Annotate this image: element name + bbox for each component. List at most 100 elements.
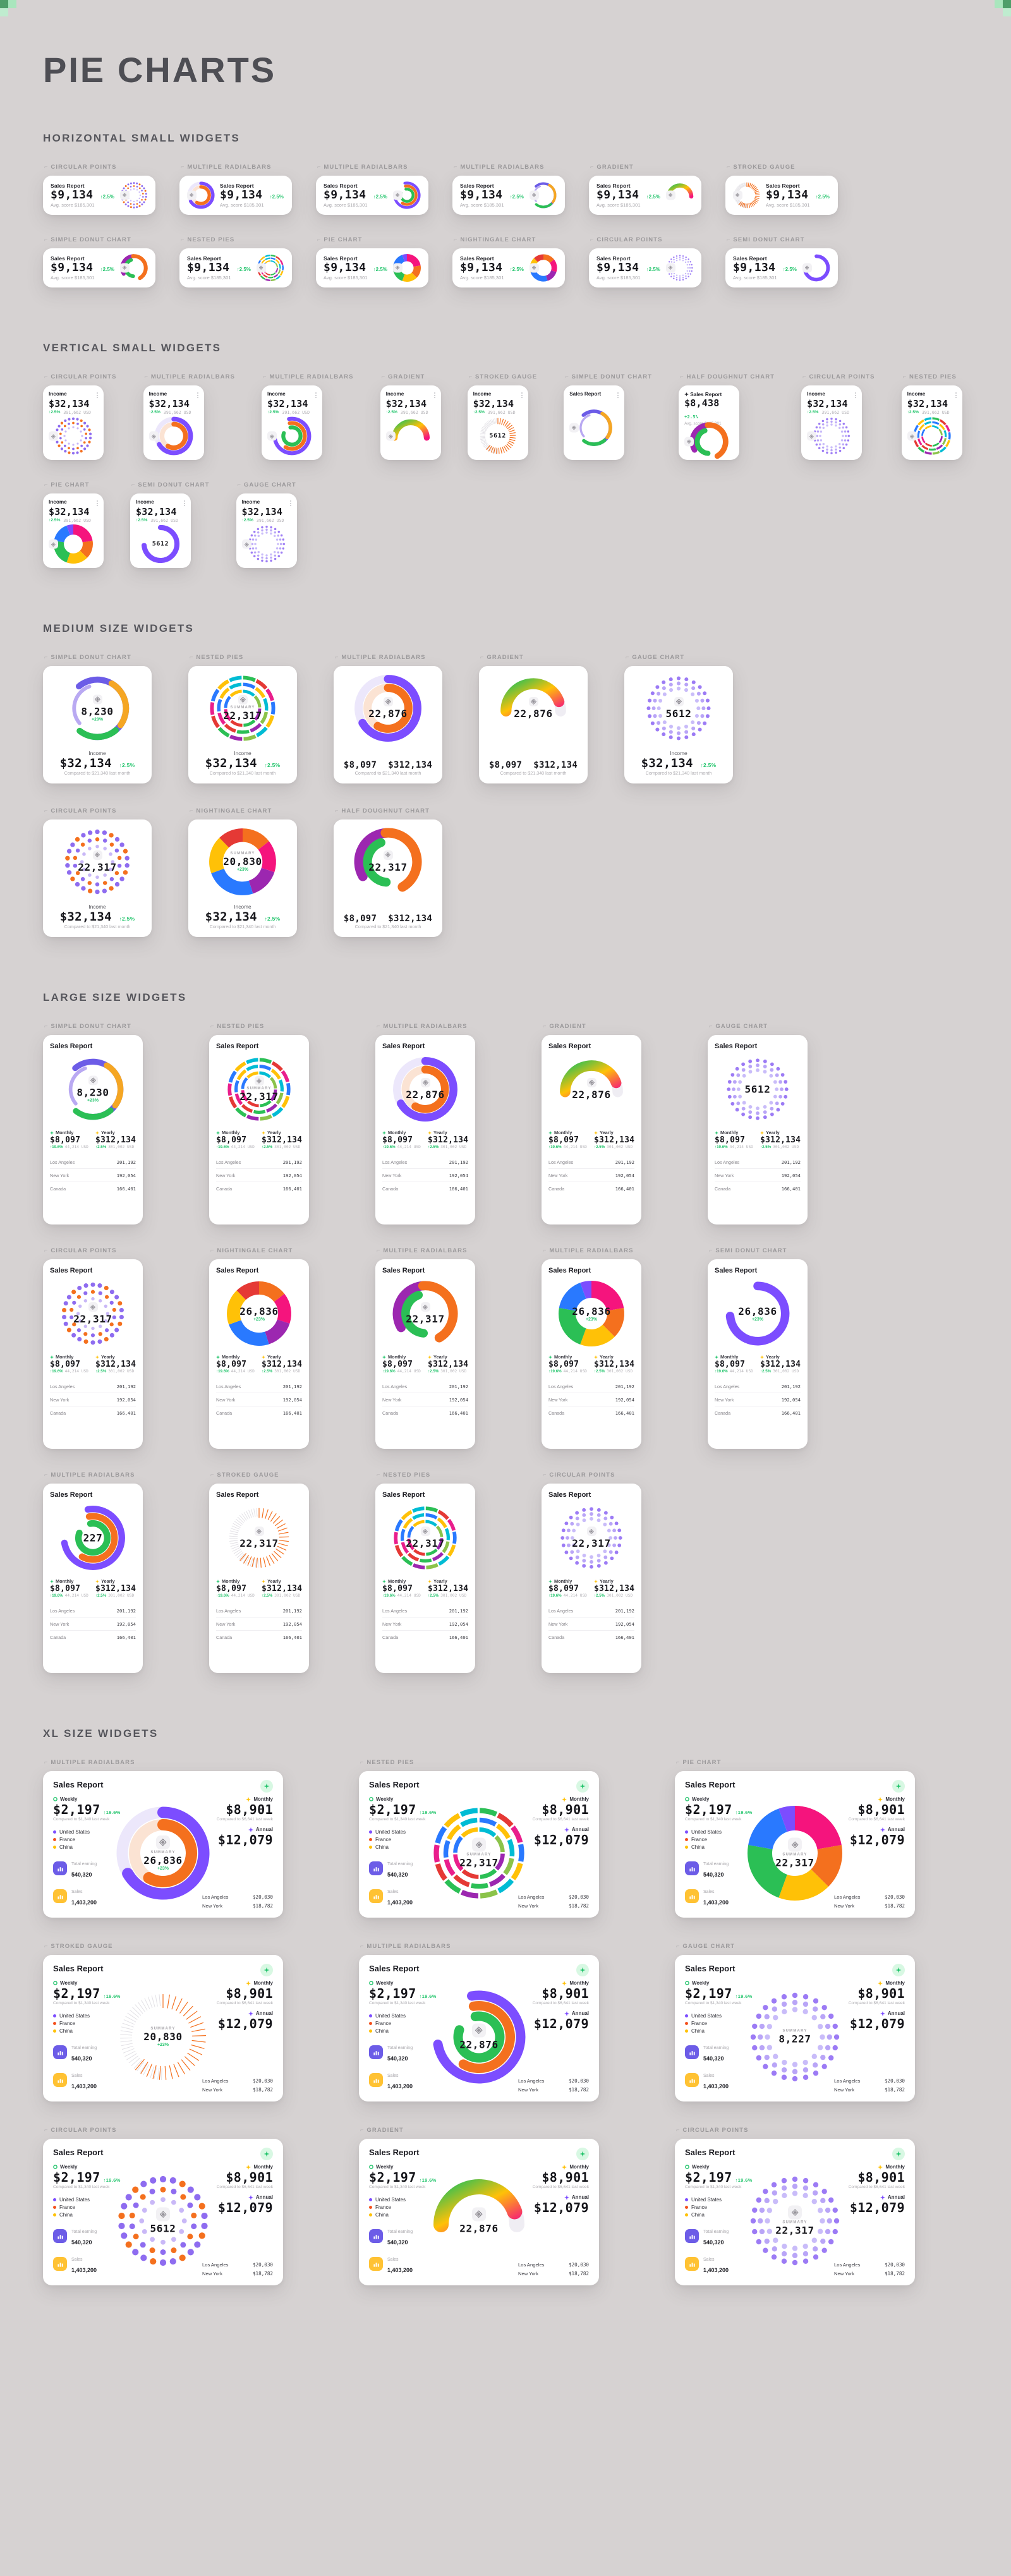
widget-type-label: NIGHTINGALE CHART: [454, 236, 565, 243]
add-icon[interactable]: [892, 1964, 905, 1976]
large-card[interactable]: Sales Report 22,317 Monthly $8,097 ↑19.6…: [375, 1259, 475, 1449]
xl-card[interactable]: Sales Report Weekly $2,197 ↑19.6% Compare…: [359, 1771, 599, 1918]
chart-center-value: 5612: [152, 540, 169, 548]
horizontal-small-card[interactable]: Sales Report $9,134 ↑2.5% Avg. score $18…: [316, 248, 428, 287]
vertical-small-card[interactable]: Income $32,134 ↑2.5% 391,662 USD: [380, 385, 441, 460]
horizontal-small-card[interactable]: Sales Report $9,134 ↑2.5% Avg. score $18…: [179, 248, 292, 287]
horizontal-small-card[interactable]: Sales Report $9,134 ↑2.5% Avg. score $18…: [725, 248, 838, 287]
medium-card[interactable]: 22,317 $8,097 $312,134 Compared to $21,3…: [334, 819, 442, 937]
large-card[interactable]: Sales Report 26,836 +23% Monthly $8,097 …: [209, 1259, 309, 1449]
large-card[interactable]: Sales Report 22,317 Monthly $8,097 ↑19.6…: [375, 1484, 475, 1673]
vertical-small-card[interactable]: Income $32,134 ↑2.5% 391,662 USD: [143, 385, 204, 460]
add-icon[interactable]: [576, 1780, 589, 1793]
medium-card[interactable]: 5612 Income $32,134 ↑2.5% Compared to $2…: [624, 666, 733, 783]
vertical-small-card[interactable]: Income $32,134 ↑2.5% 391,662 USD 5612: [467, 385, 528, 460]
horizontal-small-card[interactable]: Sales Report $9,134 ↑2.5% Avg. score $18…: [589, 248, 701, 287]
kpi-subtitle: Compared to $1,340 last week: [685, 1817, 742, 1822]
large-card[interactable]: Sales Report 8,230 +23% Monthly $8,097 ↑…: [43, 1035, 143, 1225]
row-value: 166,401: [282, 1185, 302, 1192]
xl-card[interactable]: Sales Report Weekly $2,197 ↑19.6% Compare…: [675, 1955, 915, 2101]
overflow-menu-icon[interactable]: [97, 499, 98, 506]
add-icon[interactable]: [260, 1780, 273, 1793]
add-icon[interactable]: [892, 2148, 905, 2160]
kpi-subtitle: Compared to $6,641 last week: [848, 1817, 905, 1822]
medium-card[interactable]: SUMMARY 22,317 Income $32,134 ↑2.5% Comp…: [188, 666, 297, 783]
large-card[interactable]: Sales Report 26,836 +23% Monthly $8,097 …: [708, 1259, 808, 1449]
horizontal-small-card[interactable]: Sales Report $9,134 ↑2.5% Avg. score $18…: [589, 176, 701, 215]
medium-card[interactable]: 8,230 +23% Income $32,134 ↑2.5% Compared…: [43, 666, 152, 783]
table-row: Canada 166,401: [382, 1631, 468, 1643]
overflow-menu-icon[interactable]: [197, 391, 198, 398]
kpi-split: Monthly $8,097 ↑19.6% 44,214 USD Yearly $…: [216, 1578, 302, 1598]
overflow-menu-icon[interactable]: [955, 391, 957, 398]
add-icon[interactable]: [576, 2148, 589, 2160]
medium-card[interactable]: 22,876 $8,097 $312,134 Compared to $21,3…: [334, 666, 442, 783]
horizontal-small-card[interactable]: Sales Report $9,134 ↑2.5% Avg. score $18…: [452, 248, 565, 287]
overflow-menu-icon[interactable]: [184, 499, 185, 506]
medium-card[interactable]: SUMMARY 20,830 +23% Income $32,134 ↑2.5%…: [188, 819, 297, 937]
widget-type-label: MULTIPLE RADIALBARS: [360, 1943, 599, 1950]
overflow-menu-icon[interactable]: [315, 391, 317, 398]
overflow-menu-icon[interactable]: [433, 391, 435, 398]
vertical-small-card[interactable]: Income $32,134 ↑2.5% 391,662 USD: [801, 385, 863, 460]
add-icon[interactable]: [576, 1964, 589, 1976]
vertical-small-card[interactable]: Income $32,134 ↑2.5% 391,662 USD: [43, 385, 104, 460]
large-card[interactable]: Sales Report 26,836 +23% Monthly $8,097 …: [542, 1259, 641, 1449]
large-card[interactable]: Sales Report 22,317 Monthly $8,097 ↑19.6…: [542, 1484, 641, 1673]
vertical-small-card[interactable]: ✦ Sales Report $8,438 +2.5% Avg. score $…: [679, 385, 740, 460]
row-label: New York: [202, 1902, 223, 1909]
xl-card[interactable]: Sales Report Weekly $2,197 ↑19.6% Compare…: [43, 1771, 283, 1918]
medium-card[interactable]: 22,317 Income $32,134 ↑2.5% Compared to …: [43, 819, 152, 937]
horizontal-small-card[interactable]: Sales Report $9,134 ↑2.5% Avg. score $18…: [43, 176, 155, 215]
vertical-small-card[interactable]: Income $32,134 ↑2.5% 391,662 USD: [236, 493, 297, 568]
xl-card[interactable]: Sales Report Weekly $2,197 ↑19.6% Compare…: [359, 2139, 599, 2285]
horizontal-small-card[interactable]: Sales Report $9,134 ↑2.5% Avg. score $18…: [725, 176, 838, 215]
kpi-monthly: Monthly $8,097 ↑19.6% 44,214 USD: [382, 1130, 423, 1149]
overflow-menu-icon[interactable]: [521, 391, 523, 398]
vertical-small-card[interactable]: Sales Report: [564, 385, 625, 460]
horizontal-small-card[interactable]: Sales Report $9,134 ↑2.5% Avg. score $18…: [316, 176, 428, 215]
large-card[interactable]: Sales Report 22,876 Monthly $8,097 ↑19.6…: [542, 1035, 641, 1225]
add-icon[interactable]: [260, 1964, 273, 1976]
widget-type-label: NESTED PIES: [903, 373, 962, 380]
card-chart: SUMMARY 26,836 +23%: [116, 1796, 210, 1910]
stat-item: Sales 1,403,200: [685, 2250, 756, 2278]
add-icon[interactable]: [260, 2148, 273, 2160]
medium-card[interactable]: 22,876 $8,097 $312,134 Compared to $21,3…: [479, 666, 588, 783]
card-value: $32,134 ↑2.5%: [641, 756, 717, 770]
card-footer: $8,097 $312,134 Compared to $21,340 last…: [344, 914, 432, 929]
vertical-small-card[interactable]: Income $32,134 ↑2.5% 391,662 USD: [262, 385, 323, 460]
kpi-delta: ↑19.6%: [50, 1369, 63, 1374]
row-label: Canada: [50, 1185, 66, 1192]
stat-list: Total earning 540,320 Sales 1,403,200: [53, 2222, 124, 2278]
xl-card[interactable]: Sales Report Weekly $2,197 ↑19.6% Compare…: [675, 2139, 915, 2285]
xl-card[interactable]: Sales Report Weekly $2,197 ↑19.6% Compare…: [675, 1771, 915, 1918]
kpi-label: Monthly: [562, 1796, 589, 1802]
vertical-small-card[interactable]: Income $32,134 ↑2.5% 391,662 USD: [901, 385, 962, 460]
overflow-menu-icon[interactable]: [617, 391, 619, 398]
large-card[interactable]: Sales Report 227 Monthly $8,097 ↑19.6% 44…: [43, 1484, 143, 1673]
large-card[interactable]: Sales Report SUMMARY 22,317 Monthly $8,0…: [209, 1035, 309, 1225]
widget-cell: SIMPLE DONUT CHART Sales Report $9,134 ↑…: [43, 236, 155, 287]
horizontal-small-card[interactable]: Sales Report $9,134 ↑2.5% Avg. score $18…: [43, 248, 155, 287]
kpi-delta: ↑19.6%: [103, 1810, 121, 1815]
kpi-value: $8,097: [216, 1360, 247, 1369]
card-title: Sales Report: [685, 1780, 736, 1789]
center-hub-icon: [807, 431, 817, 441]
overflow-menu-icon[interactable]: [289, 499, 291, 506]
large-card[interactable]: Sales Report 22,317 Monthly $8,097 ↑19.6…: [209, 1484, 309, 1673]
horizontal-small-card[interactable]: Sales Report $9,134 ↑2.5% Avg. score $18…: [179, 176, 292, 215]
add-icon[interactable]: [892, 1780, 905, 1793]
vertical-small-card[interactable]: Income $32,134 ↑2.5% 391,662 USD: [43, 493, 104, 568]
xl-card[interactable]: Sales Report Weekly $2,197 ↑19.6% Compare…: [43, 1955, 283, 2101]
xl-card[interactable]: Sales Report Weekly $2,197 ↑19.6% Compare…: [43, 2139, 283, 2285]
center-hub-icon: [472, 2023, 486, 2038]
vertical-small-card[interactable]: Income $32,134 ↑2.5% 391,662 USD 5612: [130, 493, 191, 568]
overflow-menu-icon[interactable]: [97, 391, 98, 398]
overflow-menu-icon[interactable]: [855, 391, 857, 398]
large-card[interactable]: Sales Report 22,876 Monthly $8,097 ↑19.6…: [375, 1035, 475, 1225]
large-card[interactable]: Sales Report 22,317 Monthly $8,097 ↑19.6…: [43, 1259, 143, 1449]
large-card[interactable]: Sales Report 5612 Monthly $8,097 ↑19.6% 4…: [708, 1035, 808, 1225]
xl-card[interactable]: Sales Report Weekly $2,197 ↑19.6% Compare…: [359, 1955, 599, 2101]
horizontal-small-card[interactable]: Sales Report $9,134 ↑2.5% Avg. score $18…: [452, 176, 565, 215]
